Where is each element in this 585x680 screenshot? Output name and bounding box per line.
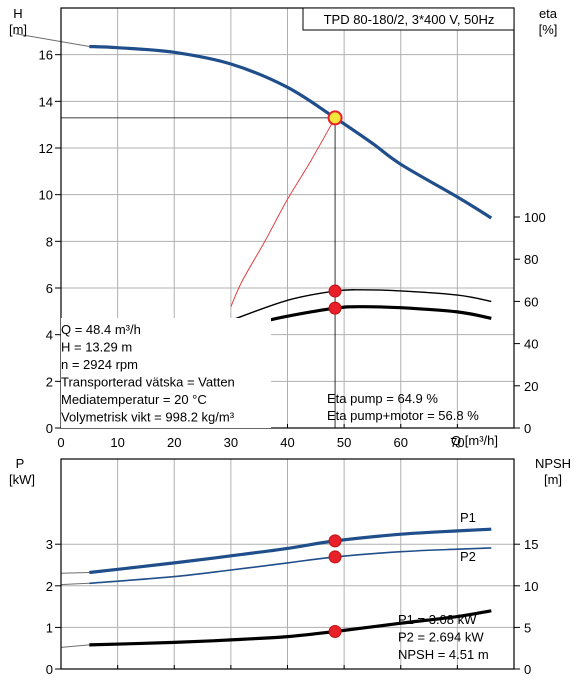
right-tick-label: 20 [524, 379, 538, 394]
x-tick-label: 20 [167, 435, 181, 450]
top-ticks: 0 10 20 30 40 50 60 70 0 2 4 6 8 10 12 14 16 0 20 40 60 80 100 [39, 48, 546, 450]
chart-title: TPD 80-180/2, 3*400 V, 50Hz [324, 12, 495, 27]
top-left-axis-unit: [m] [9, 22, 27, 37]
bottom-right-tick-label: 0 [524, 662, 531, 677]
duty-info-line: Volymetrisk vikt = 998.2 kg/m³ [61, 410, 235, 425]
left-tick-label: 2 [46, 374, 53, 389]
duty-info-line: n = 2924 rpm [61, 357, 138, 372]
bottom-right-axis-unit: [m] [544, 472, 562, 487]
p2-curve [89, 547, 492, 585]
right-tick-label: 0 [524, 421, 531, 436]
bottom-left-tick-label: 0 [46, 662, 53, 677]
x-tick-label: 30 [224, 435, 238, 450]
left-tick-label: 0 [46, 421, 53, 436]
bottom-left-tick-label: 2 [46, 579, 53, 594]
bottom-left-axis-label: P [16, 456, 25, 471]
duty-info-background [61, 318, 271, 428]
duty-info-line: Mediatemperatur = 20 °C [61, 392, 207, 407]
p1-series-label: P1 [460, 510, 476, 525]
power-info-line: P2 = 2.694 kW [398, 630, 484, 645]
eta-point-marker [328, 301, 342, 315]
bottom-right-axis-label: NPSH [535, 456, 571, 471]
x-tick-label: 0 [57, 435, 64, 450]
eta-pump-motor-curve [258, 305, 492, 325]
duty-info-line: H = 13.29 m [61, 340, 132, 355]
power-info-line: NPSH = 4.51 m [398, 647, 489, 662]
right-tick-label: 40 [524, 337, 538, 352]
title-box [302, 7, 515, 31]
left-tick-label: 4 [46, 328, 53, 343]
power-point-marker [328, 534, 342, 548]
right-tick-label: 100 [524, 210, 546, 225]
power-point-marker [328, 624, 342, 638]
x-tick-label: 70 [450, 435, 464, 450]
left-tick-label: 14 [39, 94, 53, 109]
duty-info-box: Q = 48.4 m³/h H = 13.29 m n = 2924 rpm Tran… [61, 318, 271, 428]
top-curves [15, 33, 493, 428]
bottom-ticks: 0 1 2 3 0 5 10 15 [46, 537, 539, 677]
duty-point-marker [327, 110, 343, 126]
x-tick-label: 60 [394, 435, 408, 450]
x-tick-label: 10 [110, 435, 124, 450]
left-tick-label: 10 [39, 188, 53, 203]
bottom-right-tick-label: 5 [524, 620, 531, 635]
bottom-left-tick-label: 3 [46, 537, 53, 552]
right-tick-label: 80 [524, 252, 538, 267]
duty-info-line: Transporterad vätska = Vatten [61, 375, 235, 390]
bottom-curves: P1 P2 [60, 510, 492, 648]
right-tick-label: 60 [524, 294, 538, 309]
bottom-right-tick-label: 10 [524, 579, 538, 594]
top-right-axis-unit: [%] [539, 22, 558, 37]
left-tick-label: 16 [39, 48, 53, 63]
eta-info-box: Eta pump = 64.9 % Eta pump+motor = 56.8 % [327, 391, 479, 423]
p1-curve-extension [60, 572, 90, 574]
power-point-marker [328, 550, 342, 564]
bottom-left-axis-unit: [kW] [9, 472, 35, 487]
bottom-right-tick-label: 15 [524, 537, 538, 552]
head-curve [89, 44, 493, 220]
power-info-line: P1 = 3.08 kW [398, 612, 477, 627]
top-grid [61, 8, 514, 428]
p1-curve [89, 527, 492, 575]
eta-pump-curve [230, 289, 492, 322]
duty-info-line: Q = 48.4 m³/h [61, 322, 141, 337]
x-tick-label: 50 [337, 435, 351, 450]
top-left-axis-label: H [13, 6, 22, 21]
head-curve-extension [15, 33, 90, 47]
eta-point-marker [328, 284, 342, 298]
eta-pump-text: Eta pump = 64.9 % [327, 391, 438, 406]
x-axis-label: Q [m³/h] [451, 433, 498, 448]
x-tick-label: 40 [280, 435, 294, 450]
bottom-left-tick-label: 1 [46, 620, 53, 635]
system-curve [230, 117, 336, 307]
left-tick-label: 8 [46, 234, 53, 249]
npsh-curve-extension [60, 644, 90, 648]
left-tick-label: 6 [46, 281, 53, 296]
power-info-box: P1 = 3.08 kW P2 = 2.694 kW NPSH = 4.51 m [398, 612, 489, 662]
eta-pump-motor-text: Eta pump+motor = 56.8 % [327, 408, 479, 423]
npsh-curve [89, 609, 492, 647]
p2-curve-extension [60, 582, 90, 586]
left-tick-label: 12 [39, 141, 53, 156]
top-right-axis-label: eta [539, 6, 558, 21]
p2-series-label: P2 [460, 549, 476, 564]
